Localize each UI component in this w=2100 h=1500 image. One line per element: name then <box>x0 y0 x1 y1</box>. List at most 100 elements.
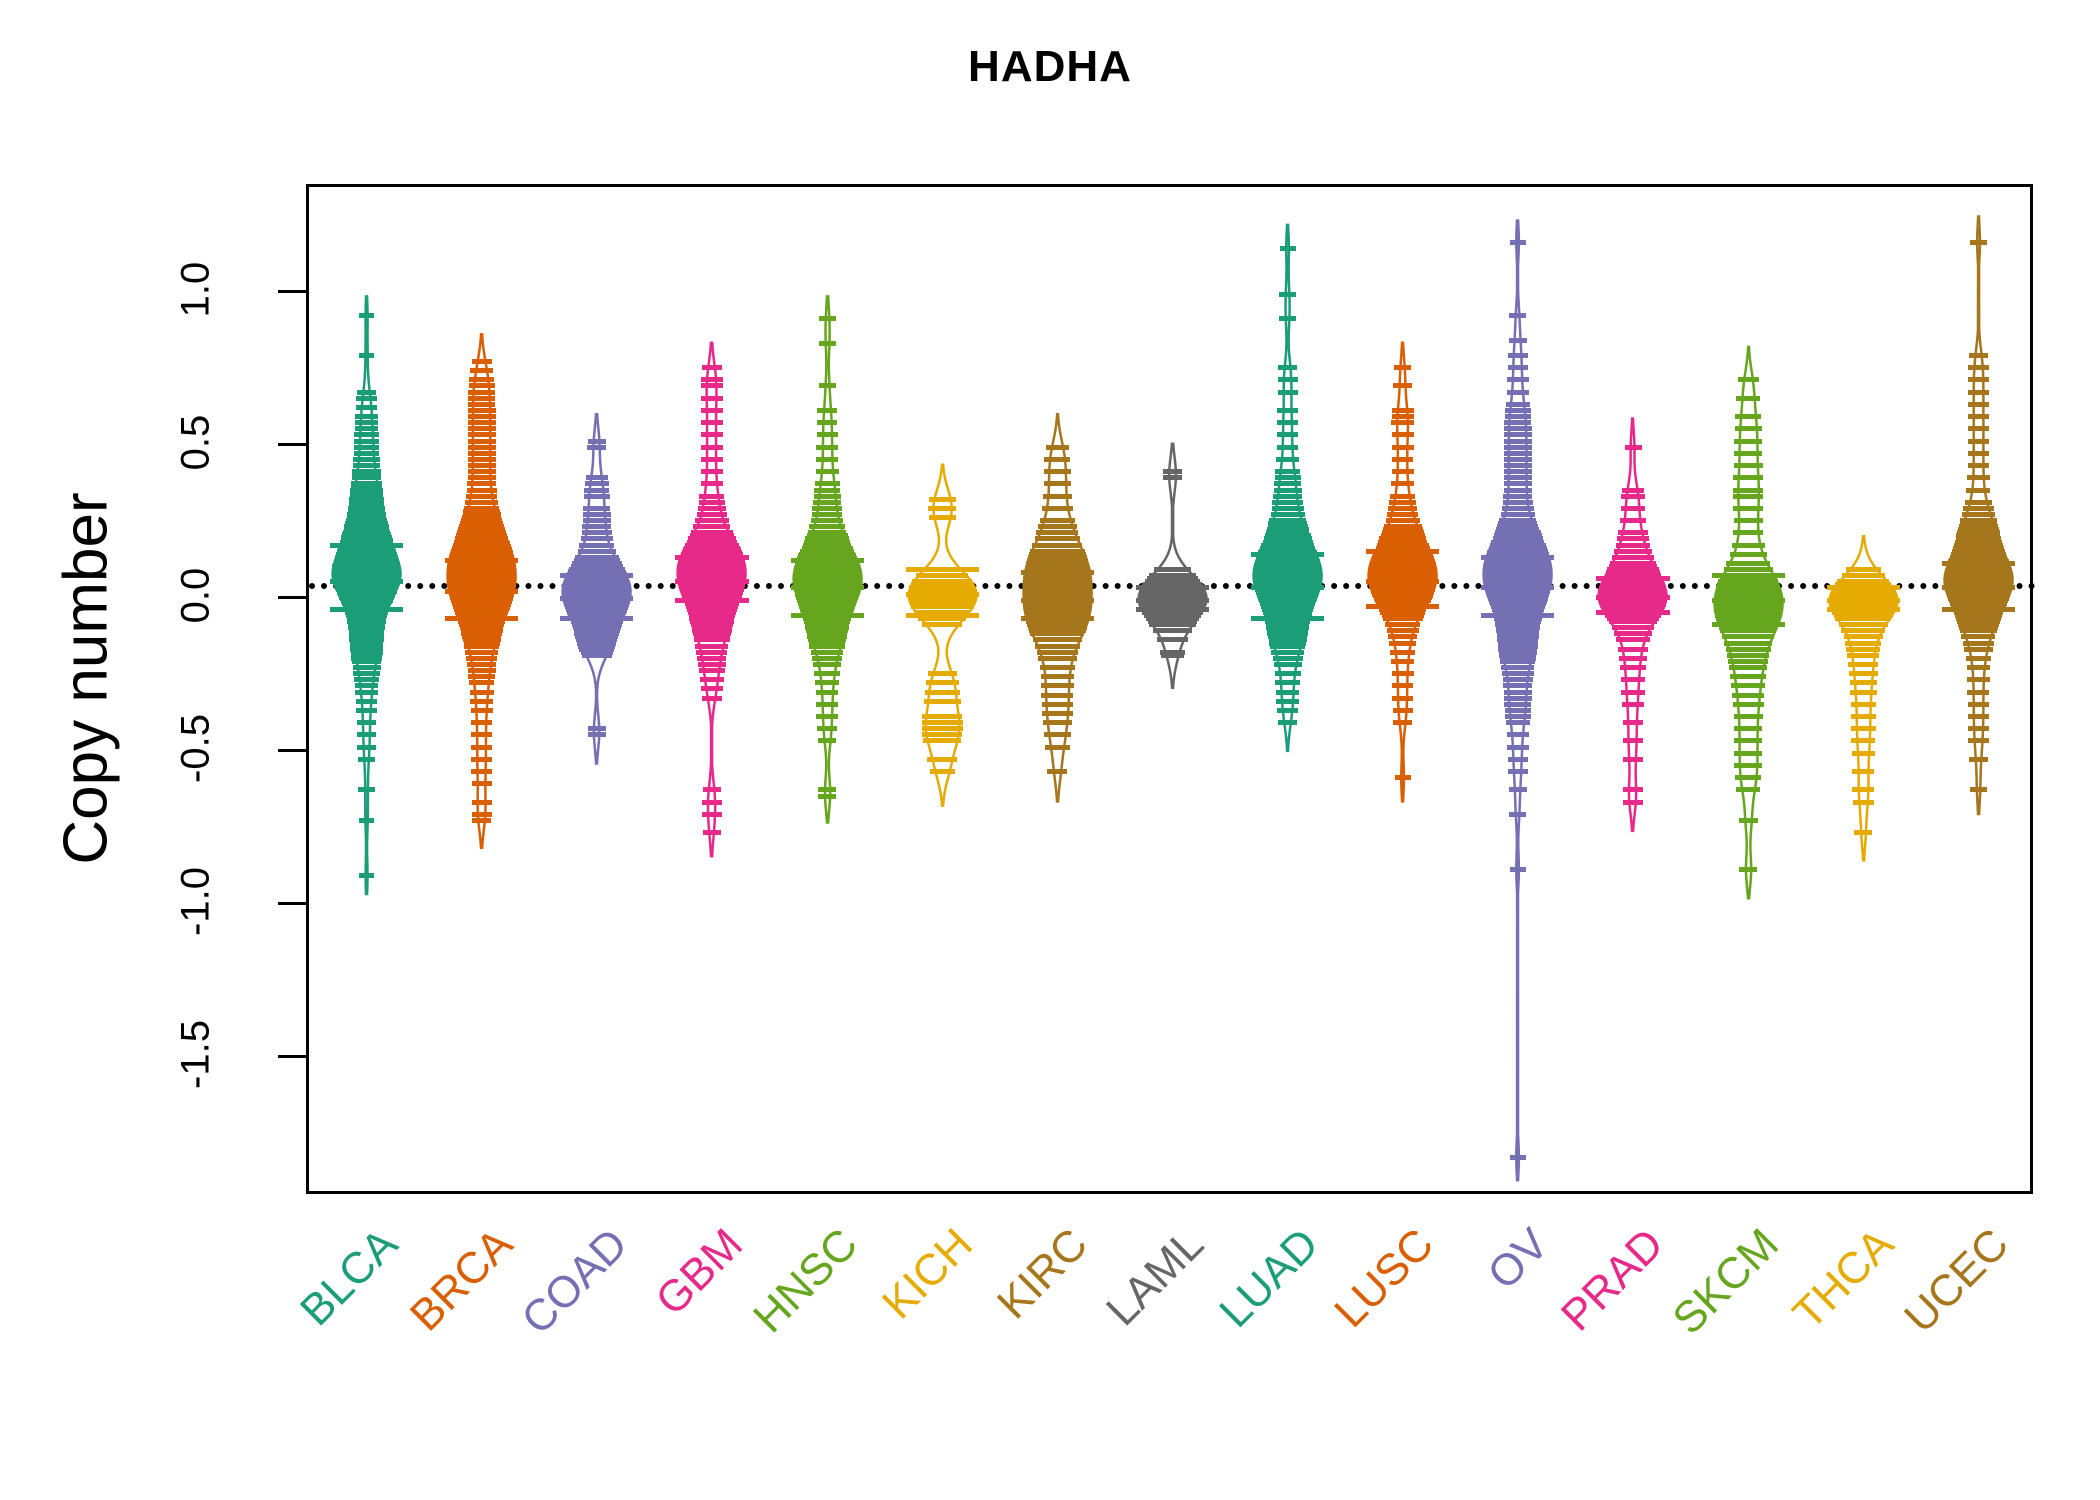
data-point-dash <box>1961 511 1995 517</box>
data-point-dash <box>1261 542 1314 548</box>
data-point-dash <box>922 622 963 628</box>
data-point-dash <box>1614 548 1652 554</box>
data-point-dash <box>1034 536 1081 542</box>
data-point-dash <box>814 671 840 677</box>
data-point-dash <box>1159 649 1186 655</box>
data-point-dash <box>804 622 850 628</box>
category-column-luad[interactable] <box>1230 187 1345 1197</box>
data-point-dash <box>1142 609 1203 615</box>
data-point-dash <box>1273 487 1302 493</box>
category-column-brca[interactable] <box>424 187 539 1197</box>
data-point-dash <box>1508 337 1528 343</box>
data-point-dash <box>701 383 723 389</box>
category-column-kich[interactable] <box>885 187 1000 1197</box>
data-point-dash <box>1621 493 1645 499</box>
quartile-rail <box>1481 612 1555 618</box>
data-point-dash <box>1954 612 2003 618</box>
data-point-dash <box>1276 698 1299 704</box>
category-column-lusc[interactable] <box>1345 187 1460 1197</box>
data-point-dash <box>921 720 963 726</box>
data-point-dash <box>1621 689 1645 695</box>
data-point-dash <box>1733 463 1763 468</box>
data-point-dash <box>909 585 975 591</box>
quartile-rail <box>675 554 749 560</box>
data-point-dash <box>817 407 837 413</box>
data-point-dash <box>470 698 494 704</box>
data-point-dash <box>1715 588 1781 594</box>
data-point-dash <box>806 628 849 634</box>
category-column-coad[interactable] <box>539 187 654 1197</box>
data-point-dash <box>1731 683 1765 689</box>
data-point-dash <box>1503 456 1532 462</box>
category-column-prad[interactable] <box>1575 187 1690 1197</box>
category-column-hnsc[interactable] <box>770 187 885 1197</box>
data-point-dash <box>464 505 500 511</box>
data-point-dash <box>1955 536 2002 542</box>
data-point-dash <box>798 551 856 557</box>
category-column-gbm[interactable] <box>654 187 769 1197</box>
data-point-dash <box>691 625 733 631</box>
data-point-dash <box>1509 1154 1526 1160</box>
data-point-dash <box>701 420 723 426</box>
data-point-dash <box>1964 499 1993 505</box>
data-point-dash <box>348 505 385 511</box>
data-point-dash <box>1156 637 1189 643</box>
data-point-dash <box>1957 527 1999 533</box>
data-point-dash <box>1503 695 1532 701</box>
data-point-dash <box>356 720 377 726</box>
data-point-dash <box>1262 539 1313 545</box>
data-point-dash <box>692 628 732 634</box>
data-point-dash <box>695 518 729 524</box>
data-point-dash <box>456 612 508 618</box>
data-point-dash <box>1266 527 1309 533</box>
data-point-dash <box>694 637 730 643</box>
data-point-dash <box>1144 579 1201 585</box>
data-point-dash <box>1266 628 1309 634</box>
data-point-dash <box>1506 732 1530 738</box>
quartile-rail <box>1251 551 1325 557</box>
data-point-dash <box>1265 622 1310 628</box>
data-point-dash <box>348 631 385 637</box>
data-point-dash <box>1496 634 1539 640</box>
data-point-dash <box>1382 616 1423 622</box>
data-point-dash <box>1714 600 1783 606</box>
data-point-dash <box>1491 606 1545 612</box>
data-point-dash <box>1733 726 1763 732</box>
data-point-dash <box>1279 291 1297 297</box>
y-axis-title: Copy number <box>51 492 121 865</box>
category-column-laml[interactable] <box>1115 187 1230 1197</box>
data-point-dash <box>688 612 736 618</box>
data-point-dash <box>1618 646 1648 652</box>
data-point-dash <box>356 389 377 395</box>
category-column-ucec[interactable] <box>1921 187 2036 1197</box>
data-point-dash <box>1833 612 1893 618</box>
violin-outline <box>676 341 748 858</box>
data-point-dash <box>1959 628 1998 634</box>
data-point-dash <box>350 649 383 655</box>
data-point-dash <box>1504 426 1532 432</box>
data-point-dash <box>458 619 506 625</box>
data-point-dash <box>1503 432 1532 438</box>
category-column-ov[interactable] <box>1460 187 1575 1197</box>
data-point-dash <box>1734 750 1763 756</box>
data-point-dash <box>1838 622 1888 628</box>
data-point-dash <box>1268 637 1307 643</box>
data-point-dash <box>1023 582 1092 588</box>
data-point-dash <box>813 493 841 499</box>
data-point-dash <box>1967 438 1990 444</box>
category-column-kirc[interactable] <box>1000 187 1115 1197</box>
data-point-dash <box>1967 713 1990 719</box>
data-point-dash <box>1960 518 1997 524</box>
data-point-dash <box>350 490 384 496</box>
category-column-thca[interactable] <box>1806 187 1921 1197</box>
data-point-dash <box>908 594 977 600</box>
category-column-blca[interactable] <box>309 187 424 1197</box>
data-point-dash <box>587 444 607 450</box>
data-point-dash <box>1497 640 1539 646</box>
data-point-dash <box>1390 493 1416 499</box>
data-point-dash <box>925 680 959 686</box>
category-column-skcm[interactable] <box>1691 187 1806 1197</box>
data-point-dash <box>587 732 606 738</box>
data-point-dash <box>570 564 624 569</box>
data-point-dash <box>467 469 496 475</box>
